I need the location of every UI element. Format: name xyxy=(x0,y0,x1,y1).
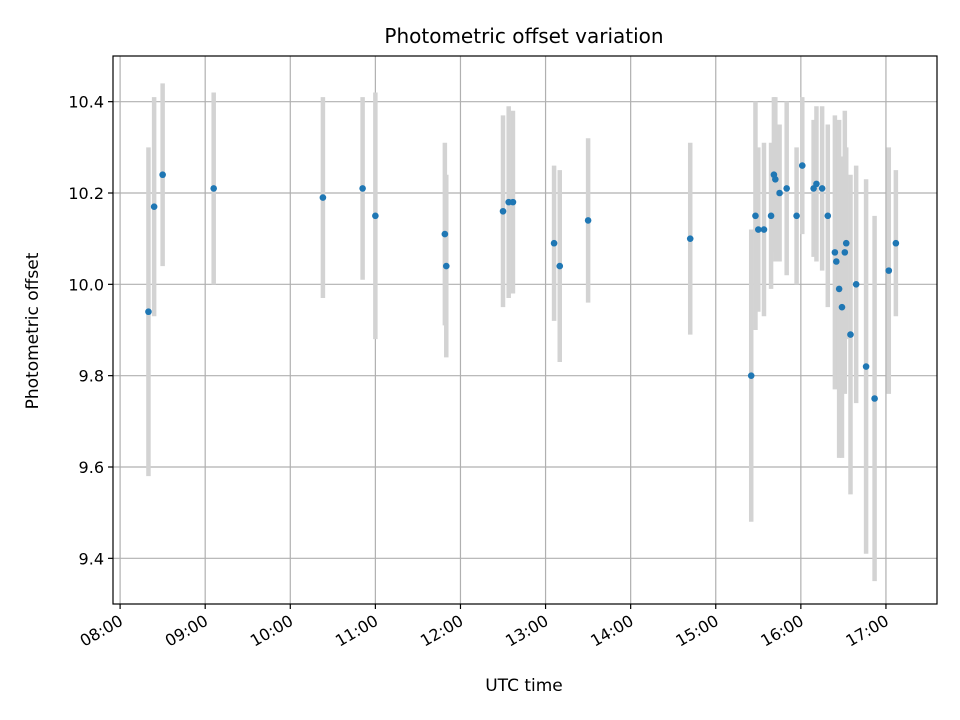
y-tick-label: 9.6 xyxy=(79,458,104,477)
data-point xyxy=(862,363,870,370)
data-point xyxy=(359,185,366,192)
data-point xyxy=(798,162,806,169)
data-point xyxy=(833,258,840,265)
data-point xyxy=(509,198,517,206)
data-point xyxy=(556,262,564,270)
data-point xyxy=(885,267,893,274)
data-point xyxy=(760,226,768,233)
marker-layer xyxy=(145,162,900,402)
data-point xyxy=(793,212,800,220)
data-point xyxy=(841,249,849,256)
data-point xyxy=(776,189,783,197)
data-point xyxy=(842,239,850,247)
data-point xyxy=(442,262,450,270)
data-point xyxy=(838,303,846,311)
data-point xyxy=(210,185,217,192)
data-point xyxy=(783,185,790,192)
data-point xyxy=(818,185,826,192)
data-point xyxy=(686,235,694,242)
data-point xyxy=(499,207,507,215)
data-point xyxy=(755,226,762,233)
data-point xyxy=(584,217,592,224)
data-point xyxy=(372,212,379,220)
data-point xyxy=(871,395,878,402)
y-tick-label: 9.4 xyxy=(79,549,104,568)
data-point xyxy=(159,171,166,179)
data-point xyxy=(824,212,832,220)
y-tick-label: 9.8 xyxy=(79,367,104,386)
data-point xyxy=(835,285,843,293)
data-point xyxy=(441,230,449,238)
data-point xyxy=(550,239,558,247)
data-point xyxy=(752,212,759,220)
plot-frame xyxy=(112,55,938,605)
data-point xyxy=(852,281,860,288)
data-point xyxy=(847,331,854,338)
data-point xyxy=(150,203,158,210)
y-tick-label: 10.2 xyxy=(68,184,104,203)
y-tick-label: 10.0 xyxy=(68,275,104,294)
chart-title: Photometric offset variation xyxy=(384,24,663,48)
x-axis-title: UTC time xyxy=(485,676,563,696)
data-point xyxy=(813,180,820,188)
data-point xyxy=(747,372,755,379)
data-point xyxy=(831,249,839,256)
y-axis-title: Photometric offset xyxy=(23,252,43,409)
data-point xyxy=(772,176,779,183)
data-point xyxy=(767,212,775,220)
data-point xyxy=(892,239,900,247)
y-tick-label: 10.4 xyxy=(68,93,104,112)
data-point xyxy=(145,308,152,316)
data-point xyxy=(319,194,327,201)
